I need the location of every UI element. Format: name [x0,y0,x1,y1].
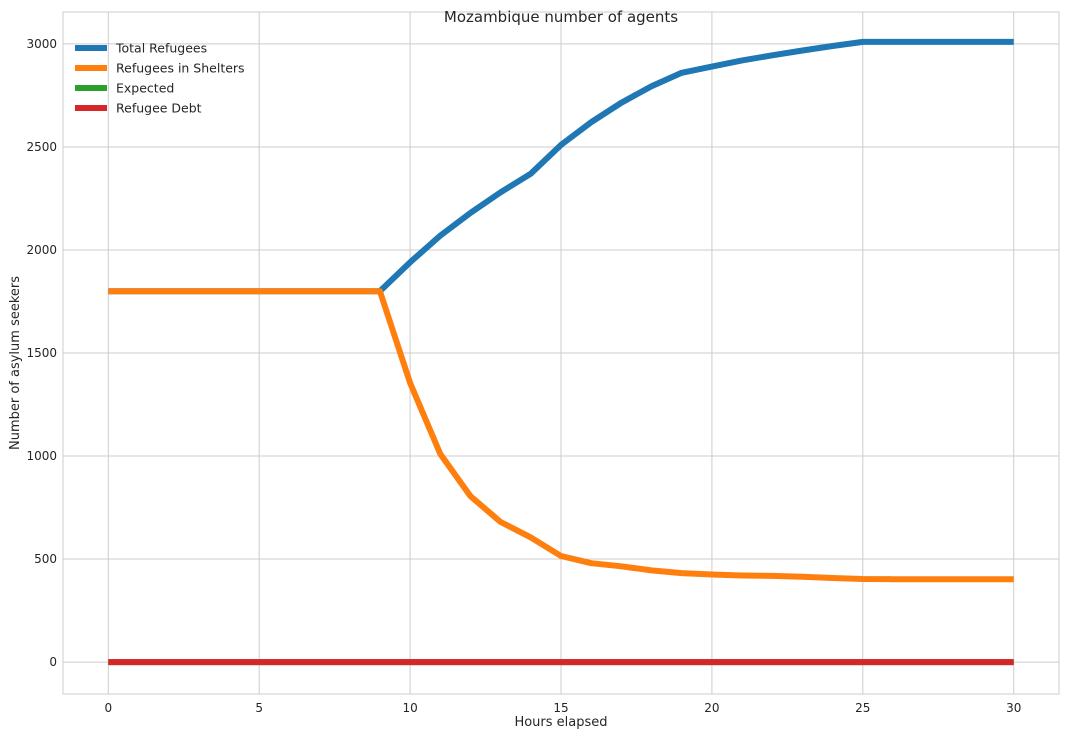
y-tick-label: 500 [34,552,57,566]
y-tick-label: 1500 [26,346,57,360]
legend-label-refugee-debt: Refugee Debt [116,101,202,116]
y-tick-label: 1000 [26,449,57,463]
x-tick-label: 25 [855,701,870,715]
x-tick-label: 15 [553,701,568,715]
x-axis-label: Hours elapsed [514,715,607,730]
y-tick-label: 3000 [26,37,57,51]
series-lines [108,38,1014,666]
x-tick-label: 20 [704,701,719,715]
y-tick-label: 2000 [26,243,57,257]
chart-title: Mozambique number of agents [444,8,678,26]
legend-label-refugees-in-shelters: Refugees in Shelters [116,61,245,76]
y-tick-label: 0 [49,655,57,669]
y-tick-label: 2500 [26,140,57,154]
y-axis-label: Number of asylum seekers [8,276,23,450]
plot-frame [62,11,1060,695]
tick-labels: 0 5 10 15 20 25 30 0 500 1000 1500 2000 2500 3000 [26,37,1021,715]
series-line-refugees-in-shelters [108,288,1014,583]
legend-label-total-refugees: Total Refugees [115,41,207,56]
legend-label-expected: Expected [116,81,174,96]
legend: Total Refugees Refugees in Shelters Expect… [75,41,245,116]
x-tick-label: 30 [1006,701,1021,715]
gridlines [63,12,1059,694]
x-tick-label: 0 [104,701,112,715]
x-tick-label: 10 [402,701,417,715]
x-tick-label: 5 [255,701,263,715]
